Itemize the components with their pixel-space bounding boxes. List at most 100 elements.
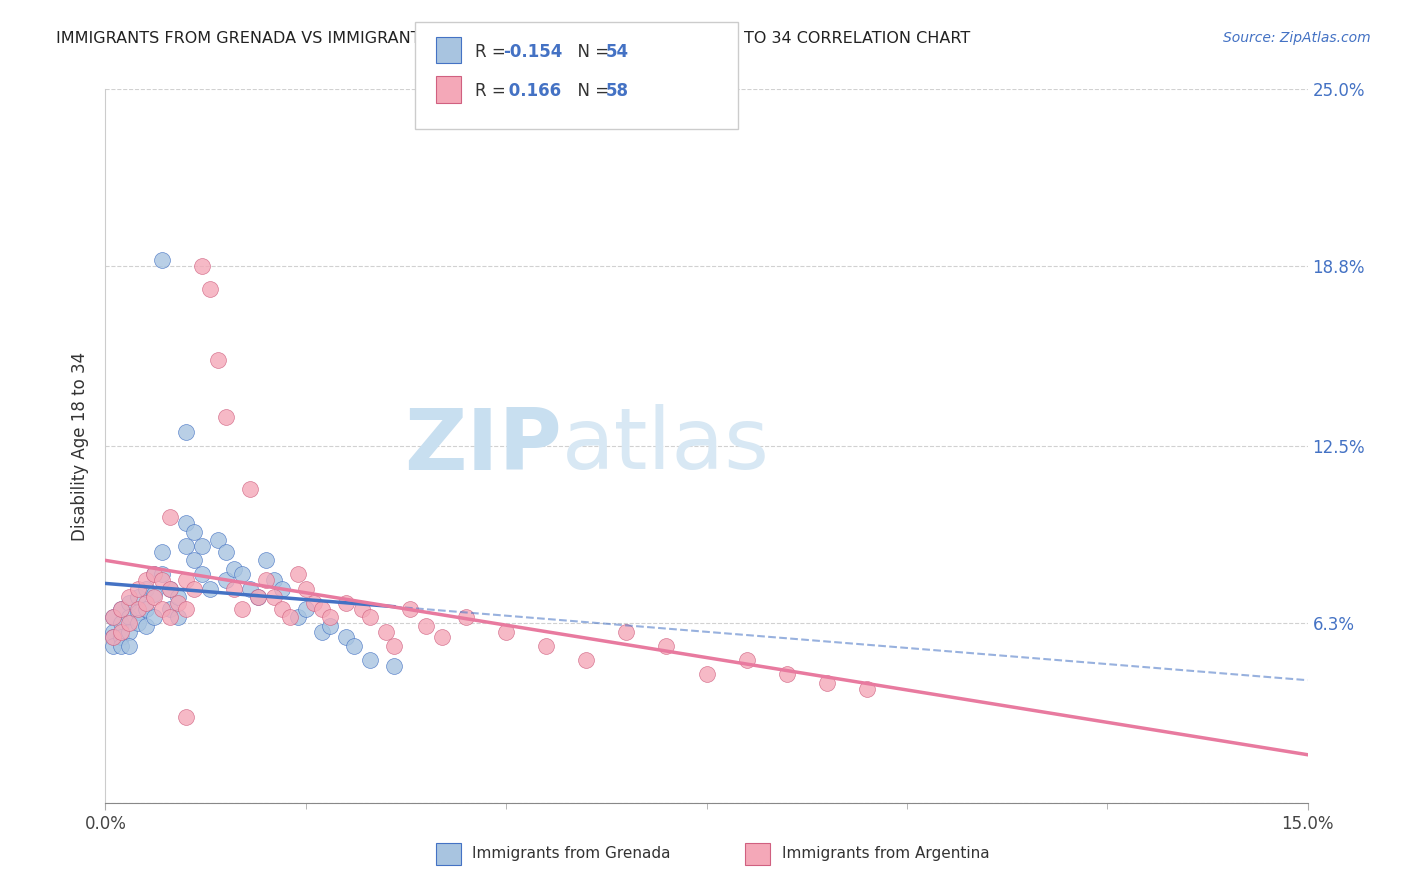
- Point: [127, 615, 149, 630]
- Point: [110, 639, 132, 653]
- Point: [231, 601, 253, 615]
- Text: R =: R =: [475, 43, 512, 61]
- Point: [311, 601, 333, 615]
- Point: [103, 610, 125, 624]
- Point: [776, 667, 799, 681]
- Point: [166, 610, 188, 624]
- Point: [135, 619, 157, 633]
- Point: [190, 539, 212, 553]
- Point: [174, 539, 197, 553]
- Point: [495, 624, 517, 639]
- Point: [135, 601, 157, 615]
- Point: [142, 567, 165, 582]
- Point: [150, 253, 173, 268]
- Point: [254, 573, 277, 587]
- Point: [616, 624, 638, 639]
- Point: [159, 510, 181, 524]
- Point: [270, 582, 292, 596]
- Point: [207, 533, 229, 548]
- Point: [110, 615, 132, 630]
- Point: [135, 596, 157, 610]
- Point: [359, 610, 381, 624]
- Point: [135, 573, 157, 587]
- Point: [118, 610, 141, 624]
- Point: [135, 582, 157, 596]
- Point: [190, 567, 212, 582]
- Point: [174, 601, 197, 615]
- Point: [103, 624, 125, 639]
- Point: [198, 582, 221, 596]
- Text: 58: 58: [606, 82, 628, 100]
- Point: [142, 610, 165, 624]
- Point: [855, 681, 877, 696]
- Point: [190, 259, 212, 273]
- Point: [335, 630, 357, 644]
- Point: [142, 567, 165, 582]
- Text: atlas: atlas: [562, 404, 770, 488]
- Point: [430, 630, 453, 644]
- Point: [207, 353, 229, 368]
- Point: [311, 624, 333, 639]
- Point: [183, 582, 205, 596]
- Point: [222, 562, 245, 576]
- Point: [278, 610, 301, 624]
- Point: [454, 610, 477, 624]
- Point: [239, 482, 262, 496]
- Point: [239, 582, 262, 596]
- Text: N =: N =: [567, 43, 614, 61]
- Text: IMMIGRANTS FROM GRENADA VS IMMIGRANTS FROM ARGENTINA DISABILITY AGE 18 TO 34 COR: IMMIGRANTS FROM GRENADA VS IMMIGRANTS FR…: [56, 31, 970, 46]
- Point: [159, 610, 181, 624]
- Point: [231, 567, 253, 582]
- Point: [150, 573, 173, 587]
- Text: Immigrants from Argentina: Immigrants from Argentina: [782, 847, 990, 861]
- Point: [174, 516, 197, 530]
- Point: [118, 639, 141, 653]
- Point: [415, 619, 437, 633]
- Text: 0.166: 0.166: [503, 82, 561, 100]
- Point: [183, 553, 205, 567]
- Y-axis label: Disability Age 18 to 34: Disability Age 18 to 34: [72, 351, 90, 541]
- Point: [103, 610, 125, 624]
- Point: [110, 601, 132, 615]
- Point: [696, 667, 718, 681]
- Text: -0.154: -0.154: [503, 43, 562, 61]
- Point: [295, 601, 318, 615]
- Text: R =: R =: [475, 82, 516, 100]
- Point: [103, 630, 125, 644]
- Point: [166, 596, 188, 610]
- Point: [198, 282, 221, 296]
- Point: [287, 567, 309, 582]
- Point: [174, 425, 197, 439]
- Point: [150, 544, 173, 558]
- Point: [214, 573, 236, 587]
- Point: [254, 553, 277, 567]
- Point: [399, 601, 422, 615]
- Point: [343, 639, 366, 653]
- Point: [222, 582, 245, 596]
- Text: Immigrants from Grenada: Immigrants from Grenada: [472, 847, 671, 861]
- Point: [150, 567, 173, 582]
- Point: [118, 615, 141, 630]
- Point: [246, 591, 269, 605]
- Point: [359, 653, 381, 667]
- Point: [118, 624, 141, 639]
- Point: [263, 591, 285, 605]
- Point: [142, 591, 165, 605]
- Point: [295, 582, 318, 596]
- Point: [166, 591, 188, 605]
- Point: [110, 601, 132, 615]
- Point: [263, 573, 285, 587]
- Point: [335, 596, 357, 610]
- Point: [150, 601, 173, 615]
- Point: [103, 639, 125, 653]
- Point: [302, 596, 325, 610]
- Point: [815, 676, 838, 690]
- Point: [735, 653, 758, 667]
- Point: [246, 591, 269, 605]
- Point: [103, 630, 125, 644]
- Point: [127, 605, 149, 619]
- Text: ZIP: ZIP: [405, 404, 562, 488]
- Point: [382, 639, 405, 653]
- Point: [183, 524, 205, 539]
- Point: [118, 591, 141, 605]
